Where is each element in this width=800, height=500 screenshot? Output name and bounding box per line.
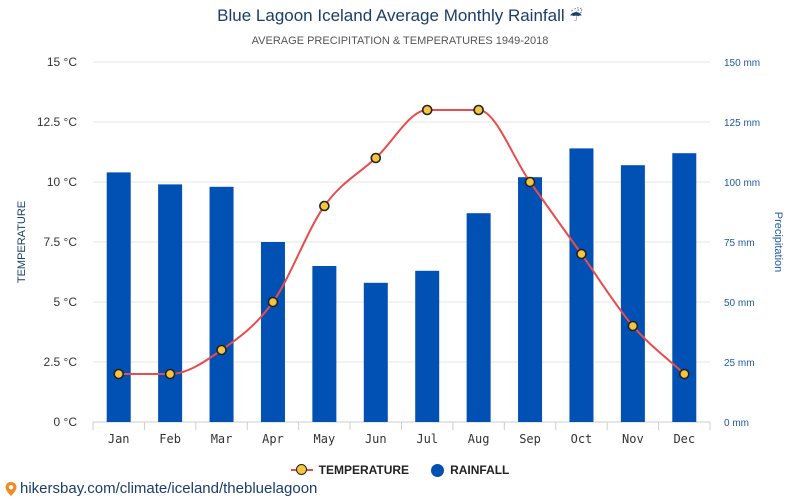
legend-item-rainfall[interactable]: RAINFALL: [431, 463, 509, 477]
x-tick-label: Apr: [262, 432, 284, 446]
y-right-tick-label: 125 mm: [724, 118, 760, 129]
y-right-tick-label: 50 mm: [724, 298, 755, 309]
temperature-legend-marker-icon: [290, 464, 313, 476]
legend-item-temperature[interactable]: TEMPERATURE: [290, 463, 410, 477]
temperature-point: [267, 296, 279, 308]
legend-label-temperature: TEMPERATURE: [318, 463, 410, 477]
x-tick-label: Sep: [519, 432, 541, 446]
x-tick-label: Feb: [159, 432, 181, 446]
x-tick-label: Nov: [622, 432, 644, 446]
y-right-tick-label: 25 mm: [724, 358, 755, 369]
x-tick-label: Jan: [108, 432, 130, 446]
chart-legend: TEMPERATURE RAINFALL: [0, 463, 800, 477]
temperature-point: [319, 200, 330, 212]
combo-chart: 0 °C 2.5 °C 5 °C 7.5 °C 10 °C 12.5 °C 15 °C 0 m…: [16, 55, 784, 446]
y-right-axis-title: Precipitation: [772, 212, 784, 273]
temperature-point: [678, 368, 690, 380]
x-tick-label: Oct: [571, 432, 593, 446]
umbrella-rain-icon: ☔: [569, 7, 583, 25]
rainfall-bar: [672, 153, 697, 422]
temperature-point: [113, 368, 125, 380]
temperature-point: [370, 152, 382, 164]
x-tick-label: May: [314, 432, 336, 446]
x-tick-label: Mar: [211, 432, 233, 446]
temperature-point: [576, 248, 587, 260]
y-left-tick-label: 12.5 °C: [37, 115, 77, 129]
x-tick-label: Jun: [365, 432, 387, 446]
rainfall-bar: [620, 165, 645, 422]
temperature-point: [421, 104, 433, 116]
x-tick-label: Jul: [416, 432, 438, 446]
rainfall-bar: [466, 213, 491, 422]
rainfall-bar: [312, 266, 337, 422]
chart-title: Blue Lagoon Iceland Average Monthly Rain…: [0, 6, 800, 26]
y-left-tick-label: 10 °C: [47, 175, 77, 189]
location-pin-icon: [5, 481, 17, 496]
temperature-point: [627, 320, 639, 332]
rainfall-bar: [158, 184, 183, 422]
temperature-point: [216, 344, 227, 356]
temperature-point: [164, 368, 176, 380]
source-footer[interactable]: hikersbay.com/climate/iceland/thebluelag…: [4, 480, 317, 497]
y-right-tick-label: 150 mm: [724, 58, 760, 69]
x-tick-label: Dec: [673, 432, 695, 446]
rainfall-legend-marker-icon: [431, 463, 445, 477]
rainfall-bar: [209, 186, 234, 422]
y-left-tick-label: 0 °C: [54, 415, 78, 429]
rainfall-bar: [363, 282, 388, 422]
x-tick-label: Aug: [468, 432, 490, 446]
rainfall-bar: [106, 172, 131, 422]
y-left-tick-label: 15 °C: [47, 55, 77, 69]
legend-label-rainfall: RAINFALL: [450, 463, 510, 477]
y-left-tick-label: 7.5 °C: [44, 235, 78, 249]
y-left-axis-title: TEMPERATURE: [16, 201, 28, 283]
chart-title-text: Blue Lagoon Iceland Average Monthly Rain…: [217, 6, 565, 25]
temperature-point: [524, 176, 536, 188]
chart-subtitle: AVERAGE PRECIPITATION & TEMPERATURES 194…: [251, 35, 549, 47]
rainfall-bar: [569, 148, 594, 422]
y-right-tick-label: 0 mm: [724, 418, 749, 429]
y-left-tick-label: 5 °C: [54, 295, 78, 309]
source-link[interactable]: hikersbay.com/climate/iceland/thebluelag…: [20, 480, 318, 497]
temperature-point: [473, 104, 484, 116]
y-right-tick-label: 100 mm: [724, 178, 760, 189]
y-right-tick-label: 75 mm: [724, 238, 755, 249]
rainfall-bar: [260, 242, 285, 422]
rainfall-bar: [518, 177, 543, 422]
rainfall-bar: [415, 270, 440, 422]
y-left-tick-label: 2.5 °C: [44, 355, 78, 369]
